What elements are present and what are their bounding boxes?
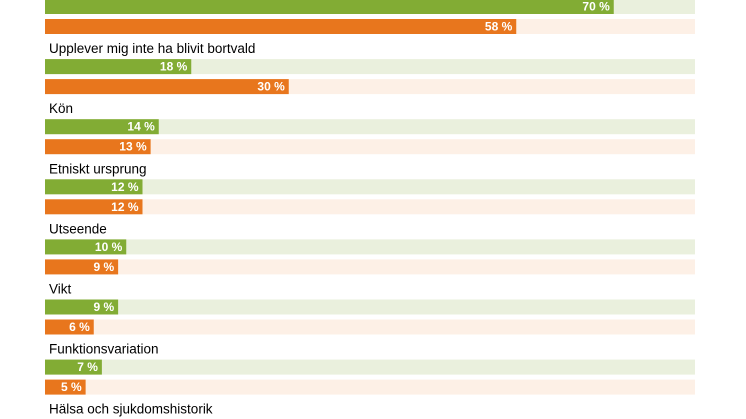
bar-series-2 bbox=[45, 139, 151, 155]
data-label: 10 % bbox=[95, 240, 123, 254]
data-label: 5 % bbox=[61, 380, 82, 394]
bar-series-2 bbox=[45, 259, 119, 275]
data-label: 18 % bbox=[160, 60, 188, 74]
bar-track-series-2 bbox=[45, 259, 695, 275]
bar-track-series-2 bbox=[45, 319, 695, 335]
bar-track-series-2 bbox=[45, 199, 695, 215]
bar-series-1 bbox=[45, 179, 143, 195]
bar-series-2 bbox=[45, 379, 86, 395]
data-label: 14 % bbox=[127, 120, 155, 134]
bar-series-1 bbox=[45, 359, 102, 375]
data-label: 12 % bbox=[111, 180, 139, 194]
bar-series-2 bbox=[45, 19, 517, 34]
data-label: 9 % bbox=[93, 300, 114, 314]
bar-series-1 bbox=[45, 0, 614, 14]
bar-track-series-1 bbox=[45, 299, 695, 315]
bar-track-series-1 bbox=[45, 59, 695, 75]
bar-series-1 bbox=[45, 59, 192, 75]
bar-track-series-1 bbox=[45, 359, 695, 375]
category-label: Funktionsvariation bbox=[49, 342, 159, 357]
bar-series-2 bbox=[45, 79, 289, 95]
data-label: 58 % bbox=[485, 20, 513, 34]
bar-track-series-2 bbox=[45, 139, 695, 155]
bar-track-series-2 bbox=[45, 379, 695, 395]
bar-series-1 bbox=[45, 119, 159, 135]
category-label: Vikt bbox=[49, 282, 72, 297]
category-label: Hälsa och sjukdomshistorik bbox=[49, 402, 213, 417]
bar-series-2 bbox=[45, 319, 94, 335]
data-label: 30 % bbox=[257, 80, 285, 94]
category-label: Upplever mig inte ha blivit bortvald bbox=[49, 41, 255, 56]
data-label: 6 % bbox=[69, 320, 90, 334]
data-label: 70 % bbox=[582, 0, 610, 14]
category-label: Etniskt ursprung bbox=[49, 161, 147, 176]
bar-track-series-1 bbox=[45, 119, 695, 135]
data-label: 7 % bbox=[77, 360, 98, 374]
bar-series-1 bbox=[45, 239, 127, 255]
category-label: Utseende bbox=[49, 221, 107, 236]
bar-track-series-1 bbox=[45, 179, 695, 195]
data-label: 9 % bbox=[93, 260, 114, 274]
category-label: Kön bbox=[49, 101, 73, 116]
bar-series-1 bbox=[45, 299, 119, 315]
data-label: 13 % bbox=[119, 140, 147, 154]
bar-track-series-1 bbox=[45, 239, 695, 255]
bar-series-2 bbox=[45, 199, 143, 215]
data-label: 12 % bbox=[111, 200, 139, 214]
